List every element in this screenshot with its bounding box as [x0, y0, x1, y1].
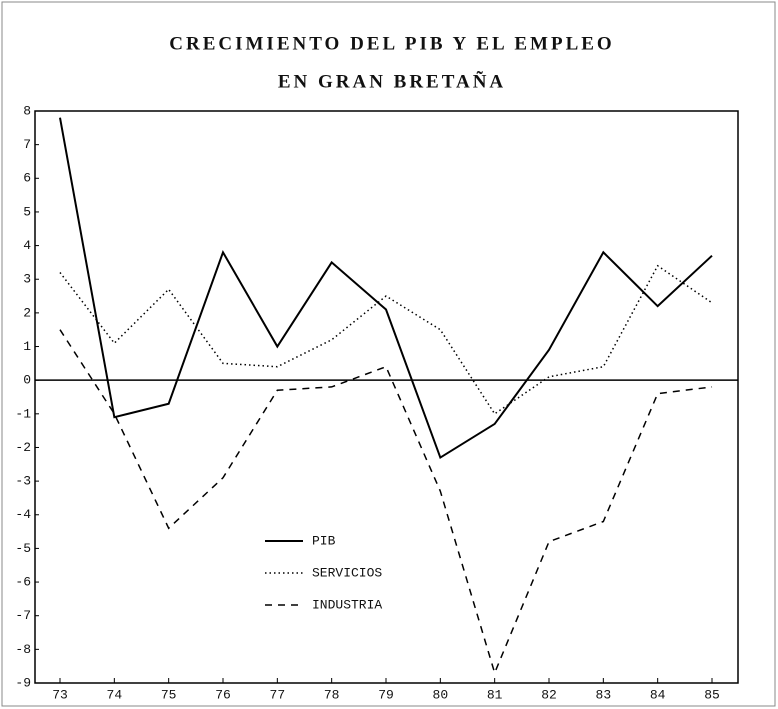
y-tick-label: -8 — [15, 642, 31, 657]
x-tick-label: 85 — [704, 687, 720, 702]
y-tick-label: 4 — [23, 238, 31, 253]
series-line — [59, 264, 713, 415]
y-tick-label: 8 — [23, 103, 31, 118]
y-tick-label: 1 — [23, 339, 31, 354]
y-tick-label: -7 — [15, 608, 31, 623]
y-tick-label: 5 — [23, 204, 31, 219]
plot-area — [34, 110, 739, 684]
y-tick-label: -1 — [15, 406, 31, 421]
x-tick-label: 78 — [324, 687, 340, 702]
x-tick-label: 74 — [107, 687, 123, 702]
x-tick-label: 77 — [270, 687, 286, 702]
legend-label: SERVICIOS — [312, 565, 382, 580]
legend-label: INDUSTRIA — [312, 597, 382, 612]
y-tick-label: 0 — [23, 373, 31, 388]
series-line — [59, 329, 713, 676]
y-tick-label: 3 — [23, 272, 31, 287]
y-tick-label: -3 — [15, 474, 31, 489]
y-tick-label: -4 — [15, 507, 31, 522]
y-tick-label: -2 — [15, 440, 31, 455]
x-tick-label: 84 — [650, 687, 666, 702]
legend-label: PIB — [312, 533, 336, 548]
y-tick-label: 6 — [23, 171, 31, 186]
chart-title: EN GRAN BRETAÑA — [278, 70, 506, 92]
x-tick-label: 76 — [215, 687, 231, 702]
x-tick-label: 73 — [52, 687, 68, 702]
y-tick-label: -9 — [15, 675, 31, 690]
x-tick-label: 81 — [487, 687, 503, 702]
x-tick-label: 82 — [541, 687, 557, 702]
x-tick-label: 79 — [378, 687, 394, 702]
chart-title: CRECIMIENTO DEL PIB Y EL EMPLEO — [169, 33, 614, 54]
y-tick-label: -6 — [15, 574, 31, 589]
x-tick-label: 83 — [596, 687, 612, 702]
series-line — [59, 117, 713, 460]
y-tick-label: 7 — [23, 137, 31, 152]
x-tick-label: 80 — [433, 687, 449, 702]
y-tick-label: 2 — [23, 305, 31, 320]
x-tick-label: 75 — [161, 687, 177, 702]
y-tick-label: -5 — [15, 541, 31, 556]
